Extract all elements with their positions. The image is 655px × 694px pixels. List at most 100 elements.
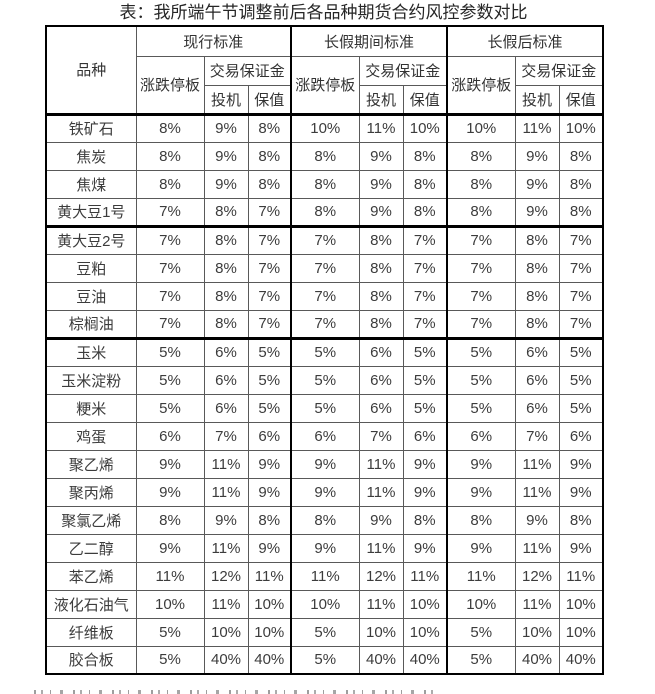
- value-cell: 5%: [402, 337, 448, 367]
- value-cell: 40%: [402, 645, 448, 675]
- header-section-after-holiday: 长假后标准: [446, 25, 604, 57]
- value-cell: 5%: [247, 337, 292, 367]
- value-cell: 8%: [203, 253, 249, 283]
- value-cell: 9%: [514, 505, 560, 535]
- value-cell: 7%: [558, 309, 604, 340]
- value-cell: 9%: [203, 169, 249, 199]
- value-cell: 7%: [446, 225, 516, 255]
- value-cell: 10%: [446, 589, 516, 619]
- value-cell: 8%: [203, 309, 249, 340]
- product-cell: 鸡蛋: [45, 421, 137, 451]
- table-row: 鸡蛋 6% 7% 6% 6% 7% 6% 6% 7% 6%: [45, 421, 604, 451]
- header-limit-current: 涨跌停板: [135, 55, 205, 115]
- table-row: 棕榈油 7% 8% 7% 7% 8% 7% 7% 8% 7%: [45, 309, 604, 340]
- risk-params-table: 品种 现行标准 长假期间标准 长假后标准 涨跌停板 交易保证金 涨跌停板 交易保…: [45, 25, 604, 675]
- table-row: 玉米淀粉 5% 6% 5% 5% 6% 5% 5% 6% 5%: [45, 365, 604, 395]
- value-cell: 10%: [558, 589, 604, 619]
- value-cell: 9%: [290, 533, 360, 563]
- value-cell: 7%: [446, 309, 516, 340]
- value-cell: 8%: [290, 505, 360, 535]
- value-cell: 9%: [514, 197, 560, 228]
- value-cell: 8%: [290, 169, 360, 199]
- table-row: 纤维板 5% 10% 10% 5% 10% 10% 5% 10% 10%: [45, 617, 604, 647]
- value-cell: 8%: [247, 112, 292, 143]
- header-hedge-after: 保值: [558, 84, 604, 115]
- value-cell: 11%: [558, 561, 604, 591]
- value-cell: 9%: [135, 449, 205, 479]
- value-cell: 7%: [558, 253, 604, 283]
- table-row: 乙二醇 9% 11% 9% 9% 11% 9% 9% 11% 9%: [45, 533, 604, 563]
- table-row: 铁矿石 8% 9% 8% 10% 11% 10% 10% 11% 10%: [45, 112, 604, 143]
- value-cell: 11%: [514, 589, 560, 619]
- value-cell: 5%: [135, 365, 205, 395]
- value-cell: 9%: [247, 533, 292, 563]
- truncated-caption-remnant: [34, 690, 436, 694]
- value-cell: 8%: [247, 141, 292, 171]
- value-cell: 7%: [135, 197, 205, 228]
- value-cell: 8%: [402, 505, 448, 535]
- product-cell: 豆油: [45, 281, 137, 311]
- product-cell: 纤维板: [45, 617, 137, 647]
- value-cell: 6%: [203, 393, 249, 423]
- value-cell: 7%: [247, 281, 292, 311]
- value-cell: 8%: [203, 281, 249, 311]
- value-cell: 10%: [203, 617, 249, 647]
- value-cell: 5%: [135, 617, 205, 647]
- value-cell: 6%: [514, 393, 560, 423]
- value-cell: 8%: [446, 505, 516, 535]
- value-cell: 7%: [247, 225, 292, 255]
- value-cell: 7%: [247, 309, 292, 340]
- value-cell: 11%: [358, 589, 404, 619]
- header-limit-holiday: 涨跌停板: [290, 55, 360, 115]
- value-cell: 9%: [358, 197, 404, 228]
- value-cell: 8%: [558, 505, 604, 535]
- header-margin-after: 交易保证金: [514, 55, 604, 86]
- value-cell: 7%: [135, 309, 205, 340]
- value-cell: 7%: [247, 197, 292, 228]
- value-cell: 9%: [446, 477, 516, 507]
- value-cell: 9%: [247, 477, 292, 507]
- value-cell: 11%: [290, 561, 360, 591]
- table-row: 胶合板 5% 40% 40% 5% 40% 40% 5% 40% 40%: [45, 645, 604, 675]
- header-limit-after: 涨跌停板: [446, 55, 516, 115]
- value-cell: 9%: [247, 449, 292, 479]
- value-cell: 11%: [446, 561, 516, 591]
- value-cell: 5%: [290, 365, 360, 395]
- value-cell: 40%: [247, 645, 292, 675]
- table-header: 品种 现行标准 长假期间标准 长假后标准 涨跌停板 交易保证金 涨跌停板 交易保…: [45, 25, 604, 115]
- table-row: 焦煤 8% 9% 8% 8% 9% 8% 8% 9% 8%: [45, 169, 604, 199]
- header-margin-holiday: 交易保证金: [358, 55, 448, 86]
- product-cell: 黄大豆1号: [45, 197, 137, 228]
- product-cell: 聚氯乙烯: [45, 505, 137, 535]
- value-cell: 10%: [290, 112, 360, 143]
- value-cell: 9%: [514, 169, 560, 199]
- header-section-holiday: 长假期间标准: [290, 25, 448, 57]
- value-cell: 8%: [558, 197, 604, 228]
- value-cell: 6%: [402, 421, 448, 451]
- product-cell: 粳米: [45, 393, 137, 423]
- product-cell: 胶合板: [45, 645, 137, 675]
- value-cell: 5%: [558, 393, 604, 423]
- value-cell: 10%: [558, 112, 604, 143]
- table-row: 聚氯乙烯 8% 9% 8% 8% 9% 8% 8% 9% 8%: [45, 505, 604, 535]
- value-cell: 5%: [290, 393, 360, 423]
- product-cell: 乙二醇: [45, 533, 137, 563]
- value-cell: 8%: [402, 169, 448, 199]
- table-row: 豆油 7% 8% 7% 7% 8% 7% 7% 8% 7%: [45, 281, 604, 311]
- value-cell: 11%: [358, 449, 404, 479]
- header-row-subcols: 投机 保值 投机 保值 投机 保值: [46, 84, 604, 115]
- header-hedge-holiday: 保值: [402, 84, 448, 115]
- header-margin-current: 交易保证金: [203, 55, 292, 86]
- value-cell: 9%: [402, 449, 448, 479]
- product-cell: 棕榈油: [45, 309, 137, 340]
- header-row-sections: 品种 现行标准 长假期间标准 长假后标准: [45, 25, 604, 115]
- value-cell: 7%: [446, 253, 516, 283]
- header-spec-after: 投机: [514, 84, 560, 115]
- value-cell: 11%: [203, 533, 249, 563]
- value-cell: 11%: [514, 449, 560, 479]
- value-cell: 5%: [135, 393, 205, 423]
- value-cell: 5%: [135, 337, 205, 367]
- product-cell: 聚乙烯: [45, 449, 137, 479]
- value-cell: 7%: [290, 225, 360, 255]
